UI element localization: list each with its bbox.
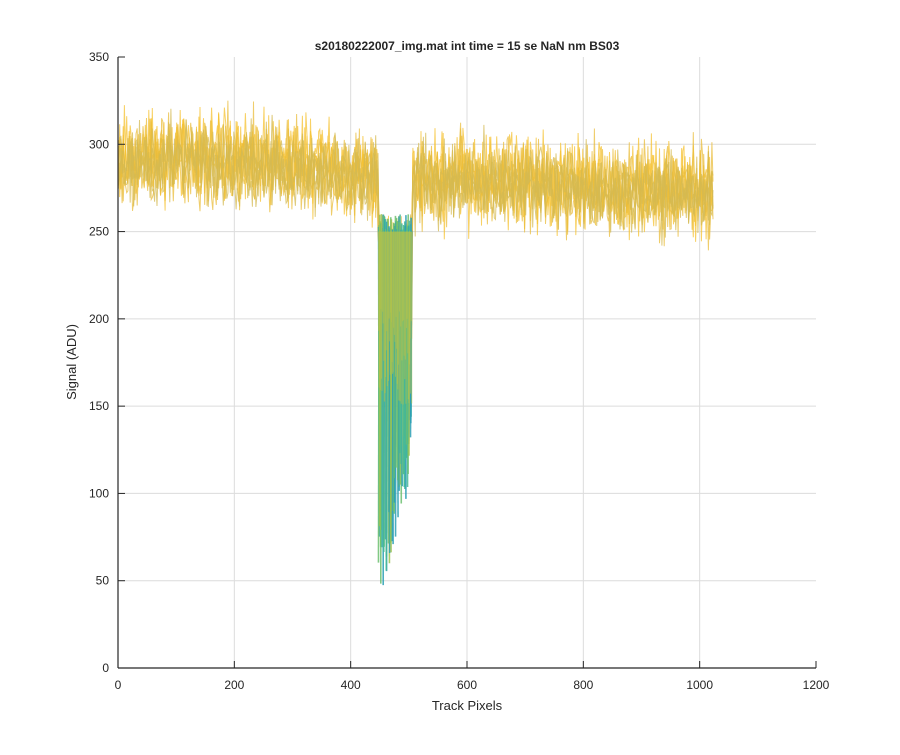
x-tick-label: 400 [341,678,361,692]
y-tick-label: 50 [96,574,110,588]
y-tick-label: 250 [89,225,109,239]
y-tick-label: 150 [89,399,109,413]
x-tick-label: 200 [224,678,244,692]
y-tick-label: 100 [89,486,109,500]
x-tick-label: 1200 [803,678,830,692]
x-tick-label: 0 [115,678,122,692]
y-tick-label: 350 [89,50,109,64]
x-tick-label: 800 [573,678,593,692]
y-tick-label: 300 [89,137,109,151]
x-tick-label: 1000 [686,678,713,692]
y-axis-label: Signal (ADU) [64,324,79,400]
chart-title: s20180222007_img.mat int time = 15 se Na… [315,39,620,53]
x-axis-label: Track Pixels [432,698,503,713]
y-tick-label: 0 [102,661,109,675]
x-tick-label: 600 [457,678,477,692]
y-tick-label: 200 [89,312,109,326]
